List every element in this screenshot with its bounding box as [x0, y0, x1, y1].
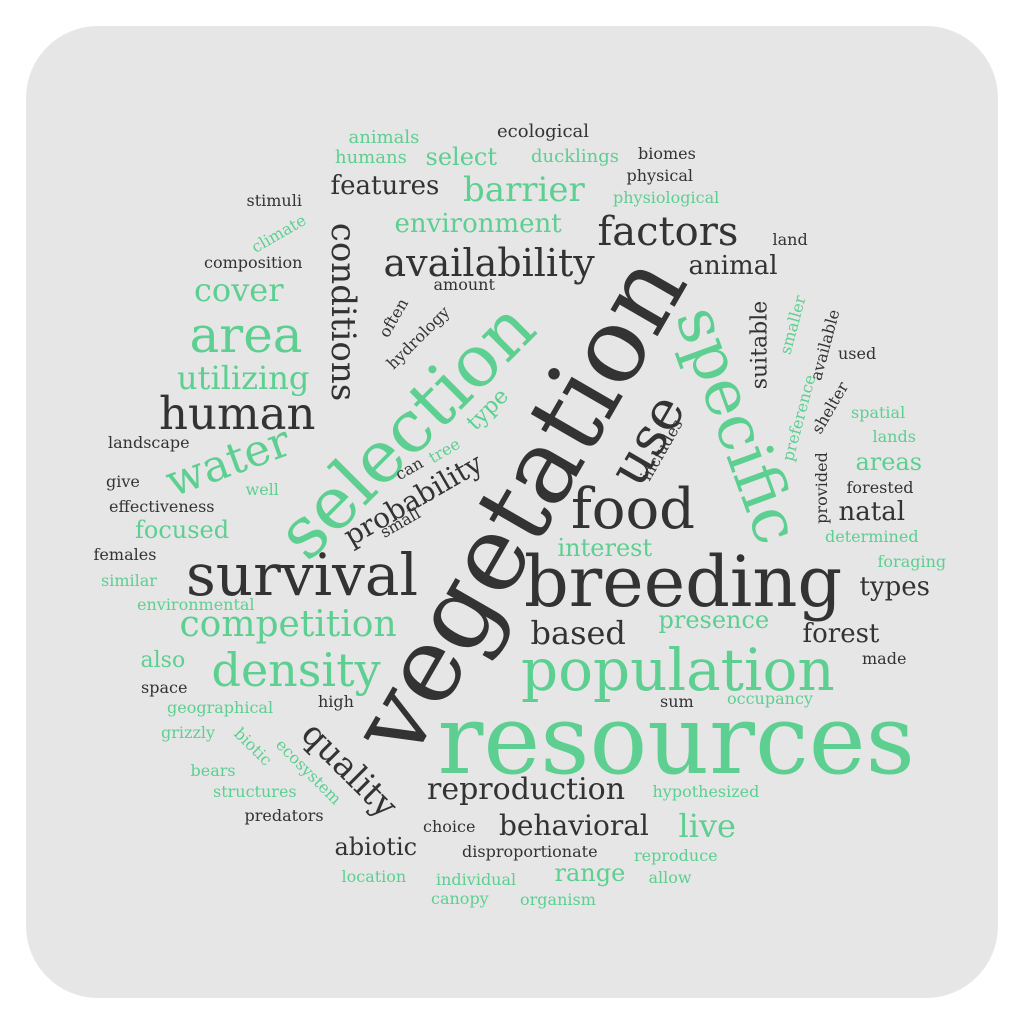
word-resources: resources — [437, 684, 915, 796]
word-features: features — [330, 171, 440, 201]
word-biotic: biotic — [230, 723, 276, 770]
word-occupancy: occupancy — [727, 689, 813, 708]
word-stimuli: stimuli — [246, 191, 302, 210]
word-physical: physical — [626, 166, 694, 185]
word-behavioral: behavioral — [499, 809, 649, 842]
word-breeding: breeding — [524, 541, 843, 623]
word-humans: humans — [335, 147, 407, 168]
word-provided: provided — [811, 452, 831, 524]
word-effectiveness: effectiveness — [109, 497, 215, 516]
word-reproduction: reproduction — [427, 772, 626, 807]
word-composition: composition — [204, 253, 303, 272]
word-location: location — [341, 867, 407, 886]
word-range: range — [554, 859, 626, 887]
word-suitable: suitable — [746, 300, 772, 390]
word-geographical: geographical — [167, 698, 274, 717]
word-focused: focused — [135, 516, 230, 544]
word-forest: forest — [802, 619, 880, 649]
word-organism: organism — [520, 890, 596, 909]
word-animals: animals — [348, 127, 420, 148]
word-similar: similar — [101, 571, 157, 590]
word-choice: choice — [423, 817, 476, 836]
word-made: made — [862, 649, 907, 668]
word-climate: climate — [248, 210, 310, 257]
word-high: high — [318, 692, 354, 711]
word-allow: allow — [648, 868, 692, 887]
word-females: females — [93, 545, 157, 564]
word-physiological: physiological — [613, 188, 720, 207]
word-environment: environment — [394, 209, 562, 239]
word-survival: survival — [186, 541, 419, 609]
word-natal: natal — [838, 497, 906, 527]
word-ecological: ecological — [497, 121, 590, 142]
word-give: give — [106, 472, 140, 491]
word-cloud: resources vegetation breeding selection popu… — [26, 26, 998, 998]
word-available: available — [805, 307, 843, 383]
word-used: used — [838, 344, 877, 363]
word-individual: individual — [436, 870, 517, 889]
word-often: often — [374, 294, 413, 341]
word-barrier: barrier — [463, 170, 585, 210]
word-cloud-card: resources vegetation breeding selection popu… — [26, 26, 998, 998]
word-biomes: biomes — [638, 144, 696, 163]
word-amount: amount — [433, 275, 495, 294]
word-density: density — [211, 643, 381, 697]
word-interest: interest — [557, 534, 653, 562]
word-conditions: conditions — [323, 222, 364, 402]
word-utilizing: utilizing — [177, 359, 310, 397]
word-based: based — [530, 614, 626, 652]
word-area: area — [189, 306, 303, 364]
word-competition: competition — [179, 604, 397, 645]
word-space: space — [141, 678, 188, 697]
word-reproduce: reproduce — [634, 846, 718, 865]
word-sum: sum — [660, 692, 694, 711]
word-select: select — [425, 143, 497, 171]
word-well: well — [245, 480, 279, 499]
word-abiotic: abiotic — [334, 833, 418, 861]
word-structures: structures — [213, 782, 297, 801]
word-population: population — [521, 636, 835, 704]
word-live: live — [678, 807, 736, 845]
word-spatial: spatial — [851, 403, 906, 422]
word-cover: cover — [194, 271, 284, 309]
word-predators: predators — [244, 806, 324, 825]
word-landscape: landscape — [108, 433, 190, 452]
word-environmental: environmental — [137, 595, 255, 614]
word-presence: presence — [658, 606, 770, 634]
word-lands: lands — [872, 427, 916, 446]
word-food: food — [571, 477, 696, 542]
word-availability: availability — [383, 241, 595, 285]
word-factors: factors — [597, 209, 739, 255]
word-canopy: canopy — [431, 889, 489, 908]
word-smaller: smaller — [775, 293, 810, 357]
word-animal: animal — [688, 251, 778, 281]
word-also: also — [140, 648, 186, 673]
word-hypothesized: hypothesized — [652, 782, 760, 801]
word-determined: determined — [825, 527, 919, 546]
word-areas: areas — [855, 448, 923, 476]
word-human: human — [159, 386, 316, 440]
word-bears: bears — [190, 761, 236, 780]
word-disproportionate: disproportionate — [462, 842, 598, 861]
word-grizzly: grizzly — [161, 723, 216, 742]
word-forested: forested — [846, 478, 914, 497]
word-ducklings: ducklings — [531, 146, 619, 167]
word-foraging: foraging — [877, 552, 947, 571]
word-types: types — [859, 572, 931, 602]
word-land: land — [772, 230, 808, 249]
